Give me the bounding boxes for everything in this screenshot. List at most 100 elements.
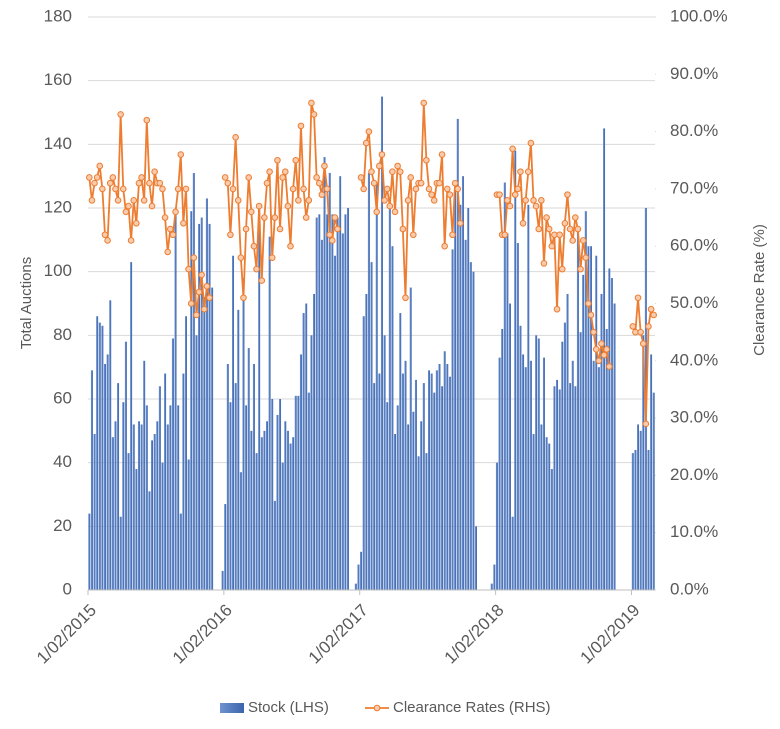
y2-tick-label: 60.0% [670,236,718,255]
line-marker [592,346,600,353]
bar [276,414,279,590]
bar [192,172,195,590]
bar [548,443,551,590]
bar [378,373,381,590]
bar [360,551,363,590]
bar [448,376,451,590]
line-marker [114,197,122,204]
bar [420,421,423,590]
bar [537,338,540,590]
line-marker [248,208,255,216]
bar [281,462,284,590]
bar [412,411,415,590]
line-marker [430,197,438,204]
bar [166,424,169,590]
y-tick-label: 40 [53,452,72,471]
line-marker [511,191,519,198]
bar [456,118,459,590]
line-marker [159,185,166,193]
line-marker [386,202,394,210]
bar [532,434,535,590]
bar [247,348,250,590]
line-marker [524,168,532,176]
line-marker [441,242,448,250]
bar [608,268,611,590]
line-marker [190,254,198,261]
bar [200,217,203,591]
bar [205,198,208,590]
line-marker [146,179,153,187]
line-marker [634,294,642,302]
line-marker [334,225,341,233]
bar [524,367,527,590]
line-marker [449,231,456,239]
y2-tick-label: 90.0% [670,64,718,83]
bar [313,293,316,590]
line-marker [530,197,537,204]
line-marker [198,271,205,279]
bar [469,262,472,590]
bar [495,462,498,590]
line-marker [193,311,200,319]
line-marker [574,225,582,233]
bar [151,440,154,590]
line-marker [425,185,433,193]
bar [600,293,603,590]
legend-label: Clearance Rates (RHS) [393,699,551,716]
line-marker [412,185,420,193]
line-marker [148,202,156,210]
line-marker [517,168,524,176]
bar [111,437,114,590]
line-marker [605,363,613,370]
bar [326,214,329,590]
line-marker [308,99,315,107]
bar [273,500,276,590]
bar [336,217,339,591]
bar [362,316,365,590]
line-marker [538,197,545,204]
line-marker [245,174,252,181]
bar [357,564,360,590]
line-marker [504,197,511,204]
bar [137,421,140,590]
line-marker [99,185,106,193]
legend-label: Stock (LHS) [248,699,329,716]
bar [229,402,232,590]
bar [592,360,595,590]
line-marker [639,340,647,347]
line-marker [284,202,292,210]
line-marker [527,139,535,147]
line-marker [642,420,650,428]
line-marker [365,128,373,135]
bar [315,217,318,591]
line-marker [200,305,208,313]
line-marker [548,242,556,250]
legend-swatch [373,704,381,712]
line-marker [629,323,637,330]
line-marker [535,225,543,233]
line-marker [391,208,399,216]
bar [634,449,637,590]
line-marker [438,151,446,158]
bar [650,354,653,590]
line-marker [106,179,114,187]
line-marker [321,162,328,170]
bar [519,325,522,590]
line-marker [457,219,464,227]
bar [88,513,91,590]
line-marker [279,174,286,181]
bar [535,335,538,590]
line-marker [172,208,179,216]
line-marker [310,111,318,118]
y2-tick-label: 40.0% [670,350,718,369]
line-marker [645,323,652,330]
bar [239,472,242,590]
line-marker [86,174,93,181]
bar [603,128,606,590]
bar [587,246,590,590]
bar [396,405,399,590]
line-marker [104,237,111,244]
line-marker [101,231,109,239]
line-marker [206,294,213,302]
bar [404,360,407,590]
